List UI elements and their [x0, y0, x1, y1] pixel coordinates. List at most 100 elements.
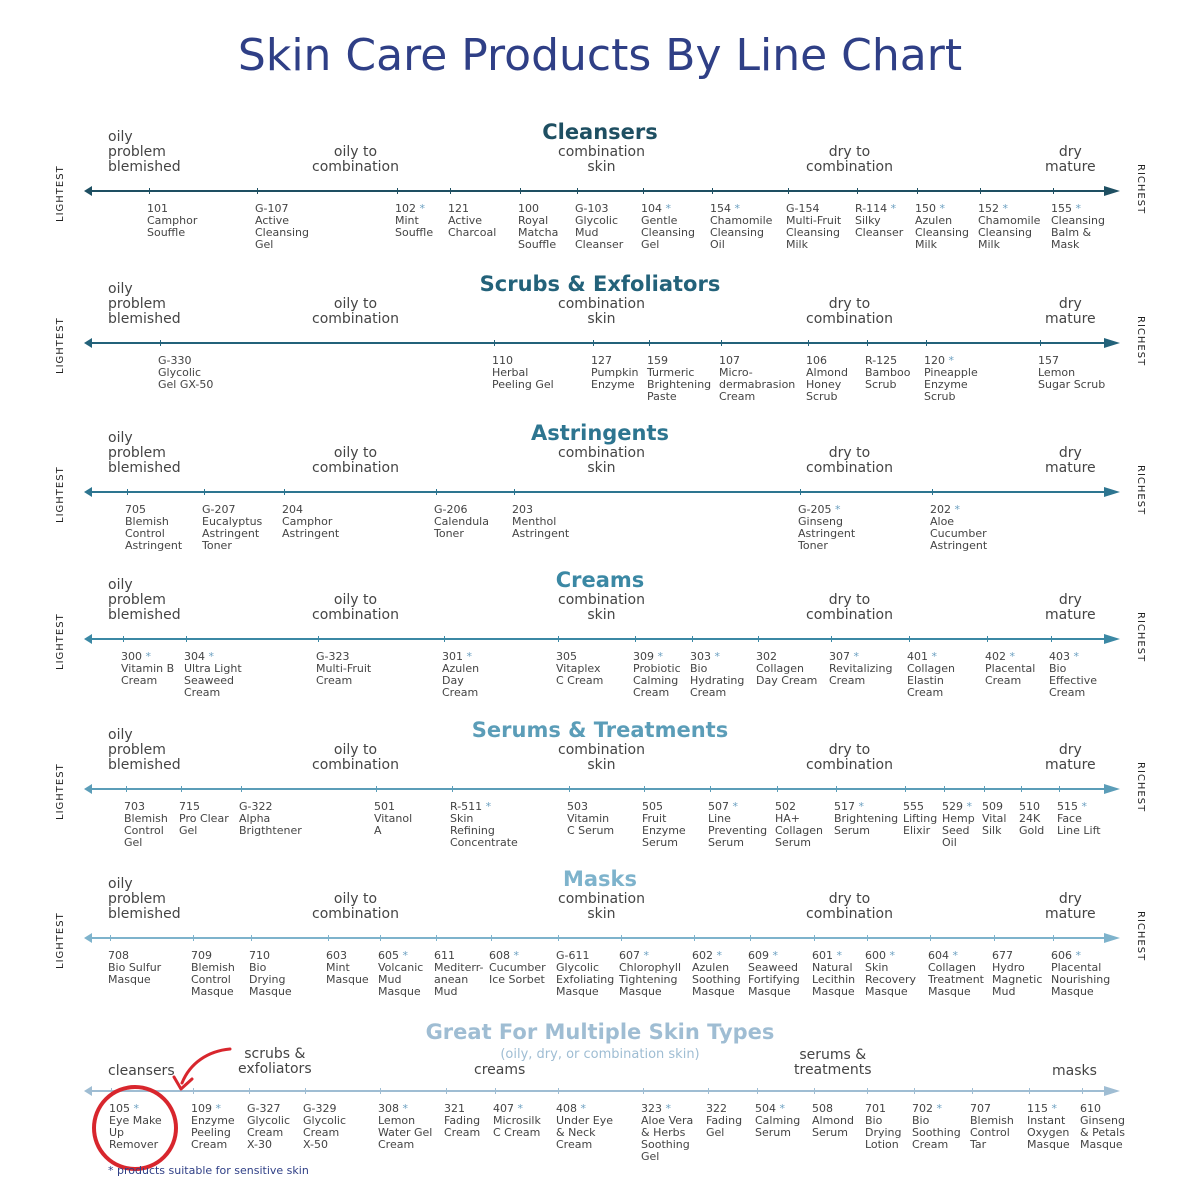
product-label: 710 Bio Drying Masque	[249, 950, 292, 998]
axis-tick	[558, 935, 559, 941]
product-name: Glycolic Exfoliating Masque	[556, 961, 615, 998]
axis-arrow	[84, 633, 1120, 645]
section-cleansers: Cleansers oily problem blemished oily to c…	[0, 120, 1200, 270]
product-label: 308 * Lemon Water Gel Cream	[378, 1103, 432, 1151]
product-code: G-207	[202, 503, 236, 516]
sensitive-skin-star-icon: *	[731, 202, 740, 215]
zone-dry-to-combination: dry to combination	[806, 742, 893, 773]
axis-tick	[712, 188, 713, 194]
axis-tick	[644, 786, 645, 792]
arrow-right-icon	[1104, 1086, 1120, 1096]
product-label: 601 * Natural Lecithin Masque	[812, 950, 855, 998]
zone-oily-to-combination: oily to combination	[312, 742, 399, 773]
product-label: G-107 Active Cleansing Gel	[255, 203, 309, 251]
product-name: Hemp Seed Oil	[942, 812, 975, 849]
axis-tick	[831, 636, 832, 642]
product-label: 120 * Pineapple Enzyme Scrub	[924, 355, 978, 403]
product-name: Bio Sulfur Masque	[108, 961, 162, 986]
axis-tick	[788, 188, 789, 194]
product-code: G-107	[255, 202, 289, 215]
axis-tick	[926, 340, 927, 346]
product-label: 303 * Bio Hydrating Cream	[690, 651, 744, 699]
product-code: 701	[865, 1102, 886, 1115]
richest-label: RICHEST	[1135, 762, 1146, 813]
axis-tick	[909, 636, 910, 642]
sensitive-skin-star-icon: *	[514, 1102, 523, 1115]
axis-tick	[692, 636, 693, 642]
product-name: Mediterr- anean Mud	[434, 961, 484, 998]
product-name: Azulen Cleansing Milk	[915, 214, 969, 251]
product-label: 157 Lemon Sugar Scrub	[1038, 355, 1105, 391]
product-code: 150	[915, 202, 936, 215]
zone-dry-to-combination: dry to combination	[806, 891, 893, 922]
sensitive-skin-star-icon: *	[776, 1102, 785, 1115]
product-name: Herbal Peeling Gel	[492, 366, 554, 391]
section-title: Scrubs & Exfoliators	[479, 272, 721, 296]
product-label: 322 Fading Gel	[706, 1103, 742, 1139]
product-code: R-511	[450, 800, 483, 813]
axis-tick	[452, 786, 453, 792]
product-label: 155 * Cleansing Balm & Mask	[1051, 203, 1105, 251]
product-name: Skin Refining Concentrate	[450, 812, 518, 849]
axis-tick	[204, 489, 205, 495]
product-label: 509 Vital Silk	[982, 801, 1006, 837]
axis-tick	[649, 340, 650, 346]
product-name: Pineapple Enzyme Scrub	[924, 366, 978, 403]
product-name: Bamboo Scrub	[865, 366, 911, 391]
product-label: 305 Vitaplex C Cream	[556, 651, 603, 687]
product-label: 115 * Instant Oxygen Masque	[1027, 1103, 1070, 1151]
product-name: Menthol Astringent	[512, 515, 570, 540]
product-code: R-114	[855, 202, 888, 215]
product-name: Chamomile Cleansing Oil	[710, 214, 773, 251]
axis-tick	[251, 935, 252, 941]
product-label: 708 Bio Sulfur Masque	[108, 950, 161, 986]
product-label: 703 Blemish Control Gel	[124, 801, 168, 849]
product-code: 502	[775, 800, 796, 813]
sensitive-skin-star-icon: *	[662, 202, 671, 215]
arrow-left-icon	[84, 186, 92, 196]
zone-dry-to-combination: dry to combination	[806, 296, 893, 327]
axis-tick	[710, 786, 711, 792]
highlight-circle	[92, 1085, 178, 1171]
product-code: 204	[282, 503, 303, 516]
product-code: 611	[434, 949, 455, 962]
product-label: 154 * Chamomile Cleansing Oil	[710, 203, 772, 251]
sensitive-skin-star-icon: *	[933, 1102, 942, 1115]
product-code: 610	[1080, 1102, 1101, 1115]
sensitive-skin-star-icon: *	[999, 202, 1008, 215]
product-label: 402 * Placental Cream	[985, 651, 1035, 687]
sensitive-skin-star-icon: *	[887, 202, 897, 215]
arrow-left-icon	[84, 338, 92, 348]
product-name: Bio Hydrating Cream	[690, 662, 745, 699]
product-code: 102	[395, 202, 416, 215]
product-label: 609 * Seaweed Fortifying Masque	[748, 950, 800, 998]
product-name: Hydro Magnetic Mud	[992, 961, 1043, 998]
product-code: 702	[912, 1102, 933, 1115]
axis-tick	[994, 935, 995, 941]
axis-tick	[635, 636, 636, 642]
sensitive-skin-star-icon: *	[482, 800, 492, 813]
sensitive-skin-star-icon: *	[1070, 650, 1079, 663]
arrow-left-icon	[84, 487, 92, 497]
product-label: 101 Camphor Souffle	[147, 203, 197, 239]
product-code: 715	[179, 800, 200, 813]
sensitive-skin-star-icon: *	[1048, 1102, 1057, 1115]
axis-tick	[987, 636, 988, 642]
product-name: Active Cleansing Gel	[255, 214, 309, 251]
product-code: 508	[812, 1102, 833, 1115]
product-label: 302 Collagen Day Cream	[756, 651, 817, 687]
axis-tick	[376, 786, 377, 792]
product-label: 555 Lifting Elixir	[903, 801, 937, 837]
product-label: G-205 * Ginseng Astringent Toner	[798, 504, 855, 552]
product-code: 121	[448, 202, 469, 215]
product-label: 152 * Chamomile Cleansing Milk	[978, 203, 1040, 251]
section-creams: Creams oily problem blemished oily to comb…	[0, 568, 1200, 718]
product-name: Glycolic Cream X-50	[303, 1114, 347, 1151]
axis-line	[90, 788, 1106, 790]
zone-oily-to-combination: oily to combination	[312, 144, 399, 175]
arrow-right-icon	[1104, 487, 1120, 497]
product-code: G-329	[303, 1102, 337, 1115]
axis-tick	[577, 188, 578, 194]
product-code: 101	[147, 202, 168, 215]
product-name: Enzyme Peeling Cream	[191, 1114, 235, 1151]
